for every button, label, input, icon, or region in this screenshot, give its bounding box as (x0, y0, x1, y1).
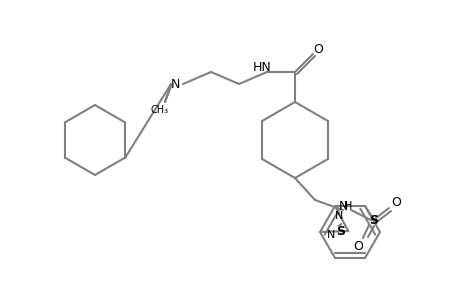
Text: H: H (343, 201, 352, 211)
Text: S: S (335, 224, 344, 238)
Text: O: O (390, 196, 400, 208)
Text: N: N (334, 211, 342, 220)
Text: HN: HN (252, 61, 271, 74)
Text: CH₃: CH₃ (151, 105, 169, 115)
Text: O: O (313, 43, 322, 56)
Text: N: N (170, 77, 179, 91)
Text: S: S (369, 214, 378, 226)
Text: O: O (353, 239, 362, 253)
Text: N: N (337, 200, 347, 212)
Text: N: N (326, 230, 335, 239)
